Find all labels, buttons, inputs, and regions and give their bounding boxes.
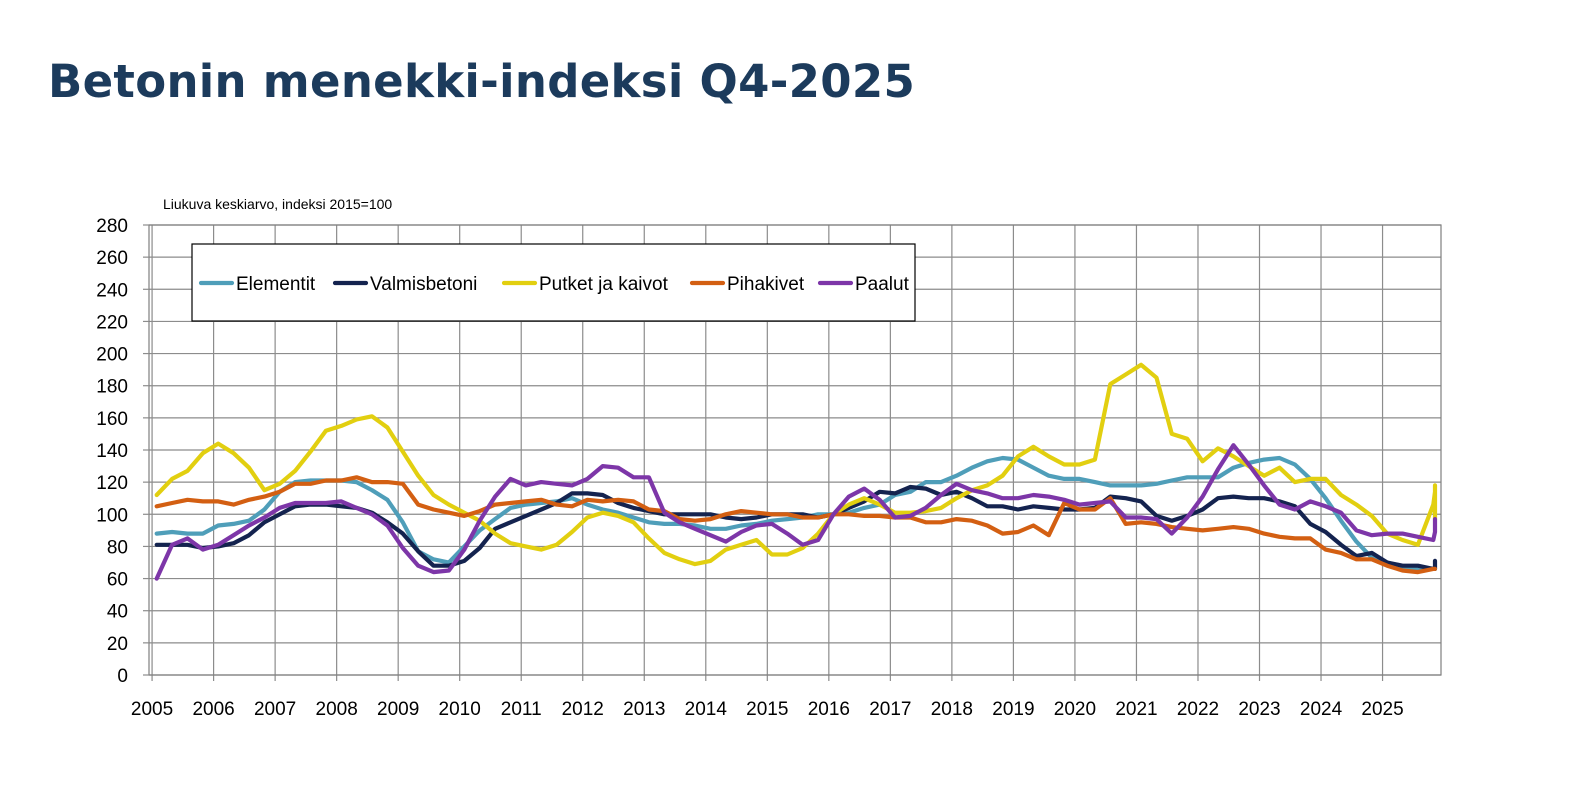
chart-subtitle: Liukuva keskiarvo, indeksi 2015=100 bbox=[163, 196, 392, 212]
series-line-paalut bbox=[154, 443, 1438, 581]
y-tick-label: 80 bbox=[107, 537, 128, 558]
series-line-putket-ja-kaivot bbox=[154, 362, 1438, 567]
x-tick-label: 2013 bbox=[623, 699, 665, 720]
x-tick-label: 2006 bbox=[192, 699, 234, 720]
x-tick-label: 2007 bbox=[254, 699, 296, 720]
x-tick-label: 2012 bbox=[562, 699, 604, 720]
x-tick-label: 2011 bbox=[501, 699, 542, 720]
legend-label: Valmisbetoni bbox=[370, 274, 477, 295]
y-tick-label: 140 bbox=[96, 441, 128, 462]
x-axis: 2005 2006 2007 2008 2009 2010 2011 2012 2013 2014… bbox=[131, 699, 1404, 720]
legend-label: Pihakivet bbox=[727, 274, 805, 295]
x-tick-label: 2016 bbox=[808, 699, 850, 720]
x-tick-label: 2023 bbox=[1238, 699, 1280, 720]
x-tick-label: 2020 bbox=[1054, 699, 1096, 720]
y-tick-label: 160 bbox=[96, 409, 128, 430]
legend-label: Paalut bbox=[855, 274, 910, 295]
y-tick-label: 40 bbox=[107, 602, 128, 623]
y-tick-label: 240 bbox=[96, 280, 128, 301]
y-tick-label: 200 bbox=[96, 345, 128, 366]
x-tick-label: 2021 bbox=[1115, 699, 1157, 720]
y-tick-label: 260 bbox=[96, 248, 128, 269]
legend-label: Elementit bbox=[236, 274, 316, 295]
y-tick-label: 20 bbox=[107, 634, 128, 655]
y-tick-label: 60 bbox=[107, 570, 128, 591]
x-tick-label: 2008 bbox=[316, 699, 358, 720]
legend: Elementit Valmisbetoni Putket ja kaivot Pih… bbox=[191, 243, 916, 322]
x-tick-label: 2015 bbox=[746, 699, 788, 720]
series-lines bbox=[154, 362, 1438, 581]
y-tick-label: 280 bbox=[96, 216, 128, 237]
legend-label: Putket ja kaivot bbox=[539, 274, 669, 295]
x-tick-label: 2017 bbox=[869, 699, 911, 720]
y-axis: 0 20 40 60 80 100 120 140 160 180 200 220 240 260 280 bbox=[96, 216, 149, 687]
legend-box bbox=[191, 243, 916, 322]
x-tick-label: 2005 bbox=[131, 699, 173, 720]
x-tick-label: 2024 bbox=[1300, 699, 1343, 720]
y-tick-label: 0 bbox=[117, 666, 128, 687]
page-title: Betonin menekki-indeksi Q4-2025 bbox=[48, 55, 916, 108]
series-line-pihakivet bbox=[154, 475, 1438, 575]
x-tick-label: 2022 bbox=[1177, 699, 1219, 720]
x-tick-label: 2014 bbox=[685, 699, 728, 720]
x-tick-label: 2010 bbox=[439, 699, 481, 720]
x-tick-label: 2018 bbox=[931, 699, 973, 720]
x-tick-label: 2025 bbox=[1361, 699, 1403, 720]
y-tick-label: 100 bbox=[96, 505, 128, 526]
y-tick-label: 220 bbox=[96, 312, 128, 333]
x-tick-label: 2019 bbox=[992, 699, 1034, 720]
y-tick-label: 120 bbox=[96, 473, 128, 494]
x-tick-label: 2009 bbox=[377, 699, 419, 720]
y-tick-label: 180 bbox=[96, 377, 128, 398]
